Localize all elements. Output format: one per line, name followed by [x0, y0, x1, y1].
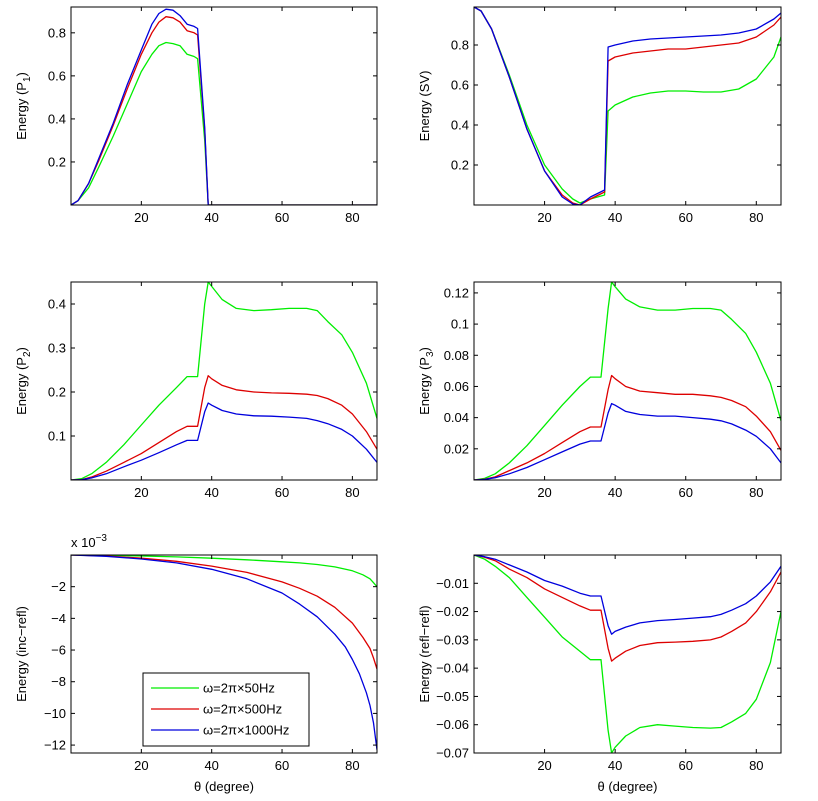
- chart-sv: 20 40 60 80 0.2 0.4 0.6 0.8 Energy (SV): [417, 6, 782, 225]
- y-tick-label: −2: [51, 579, 66, 594]
- chart-p3: 20 40 60 80 0.02 0.04 0.06 0.08 0.1 0.12 Energy (P…: [417, 281, 782, 500]
- x-tick-label: 40: [204, 758, 218, 773]
- x-tick-label: 40: [608, 210, 622, 225]
- x-tick-label: 80: [345, 485, 359, 500]
- y-tick-label: −12: [44, 738, 66, 753]
- x-tick-label: 40: [204, 485, 218, 500]
- x-tick-label: 60: [678, 210, 692, 225]
- y-tick-label: −6: [51, 643, 66, 658]
- axis-exponent-label: x 10−3: [71, 533, 107, 550]
- series-line-increfl-0: [71, 555, 377, 588]
- y-tick-label: 0.8: [451, 38, 469, 53]
- series-line-sv-2: [474, 7, 781, 205]
- legend: ω=2π×50Hz ω=2π×500Hz ω=2π×1000Hz: [142, 672, 310, 747]
- x-tick-label: 60: [275, 485, 289, 500]
- x-tick-label: 80: [345, 210, 359, 225]
- y-tick-label: 0.6: [451, 78, 469, 93]
- legend-item-label: ω=2π×500Hz: [203, 702, 282, 717]
- y-axis-label: Energy (inc−refl): [14, 606, 29, 702]
- y-tick-label: 0.12: [444, 285, 469, 300]
- x-tick-label: 80: [749, 485, 763, 500]
- series-line-p1-0: [71, 41, 377, 205]
- x-tick-label: 40: [608, 758, 622, 773]
- series-line-p1-1: [71, 16, 377, 205]
- x-tick-label: 60: [275, 210, 289, 225]
- y-tick-label: 0.6: [48, 68, 66, 83]
- y-tick-label: −0.02: [436, 604, 469, 619]
- axes-frame: [70, 6, 378, 206]
- x-axis-label: θ (degree): [194, 779, 254, 794]
- y-tick-label: 0.8: [48, 25, 66, 40]
- y-tick-label: 0.06: [444, 379, 469, 394]
- series-line-p2-2: [71, 402, 377, 480]
- y-tick-label: 0.1: [48, 429, 66, 444]
- y-tick-label: 0.4: [48, 111, 66, 126]
- axes-frame: [70, 281, 378, 481]
- x-tick-label: 60: [275, 758, 289, 773]
- y-axis-label: Energy (P2): [14, 347, 33, 415]
- y-tick-label: −4: [51, 611, 66, 626]
- x-tick-label: 20: [134, 210, 148, 225]
- series-line-p2-1: [71, 375, 377, 480]
- series-line-p2-0: [71, 282, 377, 480]
- y-tick-label: 0.2: [48, 154, 66, 169]
- axes-frame: [473, 6, 782, 206]
- x-tick-label: 20: [537, 210, 551, 225]
- y-tick-label: 0.02: [444, 441, 469, 456]
- x-tick-label: 80: [345, 758, 359, 773]
- x-tick-label: 40: [204, 210, 218, 225]
- series-line-p3-1: [474, 374, 781, 480]
- series-line-reflrefl-2: [474, 555, 781, 635]
- series-line-increfl-1: [71, 555, 377, 670]
- x-tick-label: 40: [608, 485, 622, 500]
- y-tick-label: −0.06: [436, 717, 469, 732]
- series-line-reflrefl-1: [474, 555, 781, 662]
- y-tick-label: −0.07: [436, 746, 469, 761]
- x-tick-label: 80: [749, 210, 763, 225]
- x-tick-label: 80: [749, 758, 763, 773]
- y-tick-label: −0.05: [436, 689, 469, 704]
- axes-frame: [473, 281, 782, 481]
- y-tick-label: 0.08: [444, 348, 469, 363]
- series-line-p3-0: [474, 282, 781, 480]
- series-line-p3-2: [474, 402, 781, 480]
- legend-item-label: ω=2π×50Hz: [203, 681, 275, 696]
- y-tick-label: −8: [51, 674, 66, 689]
- y-tick-label: −0.04: [436, 661, 469, 676]
- x-tick-label: 20: [537, 758, 551, 773]
- chart-reflrefl: 20 40 60 80 −0.07 −0.06 −0.05 −0.04 −0.03 −0.02 −0…: [417, 554, 782, 794]
- y-tick-label: −10: [44, 706, 66, 721]
- series-line-reflrefl-0: [474, 555, 781, 753]
- chart-p2: 20 40 60 80 0.1 0.2 0.3 0.4 Energy (P2): [14, 281, 378, 500]
- x-tick-label: 60: [678, 758, 692, 773]
- x-axis-label: θ (degree): [598, 779, 658, 794]
- x-tick-label: 20: [134, 485, 148, 500]
- y-axis-label: Energy (P3): [417, 347, 436, 415]
- axes-frame: [70, 554, 378, 754]
- legend-item-label: ω=2π×1000Hz: [203, 723, 289, 738]
- y-tick-label: −0.03: [436, 632, 469, 647]
- series-line-increfl-2: [71, 555, 377, 750]
- y-tick-label: 0.4: [48, 297, 66, 312]
- y-tick-label: 0.2: [48, 385, 66, 400]
- y-axis-label: Energy (P1): [14, 72, 33, 140]
- series-line-p1-2: [71, 8, 377, 205]
- x-tick-label: 20: [537, 485, 551, 500]
- series-line-sv-0: [474, 7, 781, 204]
- y-tick-label: 0.4: [451, 118, 469, 133]
- y-axis-label: Energy (SV): [417, 71, 432, 142]
- y-axis-label: Energy (refl−refl): [417, 605, 432, 702]
- y-tick-label: −0.01: [436, 576, 469, 591]
- x-tick-label: 60: [678, 485, 692, 500]
- axes-frame: [473, 554, 782, 754]
- y-tick-label: 0.3: [48, 341, 66, 356]
- y-tick-label: 0.2: [451, 158, 469, 173]
- chart-p1: 20 40 60 80 0.2 0.4 0.6 0.8 Energy (P1): [14, 6, 378, 225]
- x-tick-label: 20: [134, 758, 148, 773]
- chart-increfl: 20 40 60 80 −12 −10 −8 −6 −4 −2 x 10−3 Energy (inc−…: [14, 533, 378, 794]
- y-tick-label: 0.04: [444, 410, 469, 425]
- y-tick-label: 0.1: [451, 317, 469, 332]
